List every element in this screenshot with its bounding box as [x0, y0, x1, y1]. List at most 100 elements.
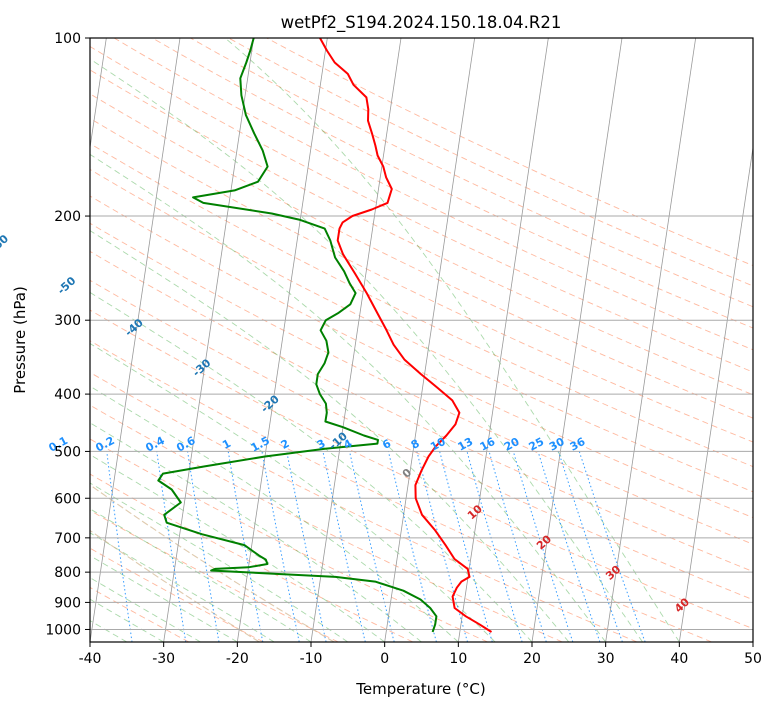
moist-adiabat-line [90, 482, 349, 642]
moist-adiabat-line [90, 385, 459, 642]
y-axis-label: Pressure (hPa) [11, 286, 29, 394]
dry-adiabat-line [90, 509, 339, 642]
x-tick-label: 0 [380, 651, 389, 667]
moist-adiabat-line [90, 342, 496, 642]
isotherm-line [90, 38, 181, 642]
mixing-ratio-label: 20 [502, 435, 522, 454]
y-tick-label: 700 [54, 531, 81, 547]
isotherm-label: -20 [258, 392, 282, 415]
y-tick-label: 1000 [45, 622, 81, 638]
y-tick-label: 400 [54, 387, 81, 403]
dry-adiabat-line [90, 279, 753, 601]
x-axis-ticks: -40 -30 -20 -10 0 10 20 30 40 50 [79, 642, 762, 667]
y-tick-label: 300 [54, 313, 81, 329]
dry-adiabat-line [90, 69, 753, 396]
y-tick-label: 900 [54, 595, 81, 611]
isotherm-line [163, 38, 255, 642]
mixing-ratio-label: 16 [478, 435, 498, 454]
moist-adiabat-line [90, 230, 570, 642]
moist-adiabat-line [90, 598, 164, 642]
dry-adiabat-line [90, 143, 753, 468]
mixing-ratio-label: 10 [428, 435, 448, 454]
moist-adiabat-line [90, 291, 533, 642]
isotherm-label: 30 [603, 563, 623, 583]
isotherm-label: -50 [55, 274, 79, 297]
isotherm-line [752, 639, 753, 642]
mixing-ratio-label: 8 [409, 437, 422, 452]
mixing-ratio-line [578, 451, 646, 642]
moist-adiabat-line [90, 508, 312, 642]
mixing-ratio-line [537, 451, 601, 642]
mixing-ratio-label: 30 [547, 435, 567, 454]
isotherm-line [384, 38, 476, 642]
dry-adiabat-line [90, 222, 753, 545]
moist-adiabat-line [90, 58, 643, 642]
dry-adiabat-line [90, 371, 638, 642]
moist-adiabat-line [90, 555, 238, 642]
y-tick-label: 100 [54, 31, 81, 47]
mixing-ratio-line [286, 451, 327, 642]
isotherm-line [310, 38, 402, 642]
dry-adiabat-line [265, 38, 753, 267]
x-tick-label: 50 [744, 651, 762, 667]
mixing-ratio-label: 1 [220, 437, 233, 452]
reference-curve [90, 484, 335, 642]
series-layer [157, 38, 493, 633]
mixing-ratio-line [387, 451, 437, 642]
isotherm-label: -30 [190, 356, 214, 379]
temperature-line [319, 38, 493, 633]
moist-adiabat-line [90, 153, 607, 642]
dry-adiabat-line [90, 45, 753, 373]
dry-adiabat-line [90, 195, 753, 519]
background-lines [90, 38, 753, 642]
moist-adiabat-line [90, 577, 201, 642]
dry-adiabat-line [90, 340, 712, 642]
y-tick-label: 500 [54, 444, 81, 460]
moist-adiabat-line [90, 454, 385, 642]
chart-title: wetPf2_S194.2024.150.18.04.R21 [281, 13, 562, 33]
isotherm-line [678, 144, 753, 642]
x-tick-label: -10 [300, 651, 323, 667]
y-axis-ticks: 1000 900 800 700 600 500 400 300 200 100 [45, 31, 90, 638]
isotherm-label: 20 [534, 532, 554, 552]
plot-frame [89, 37, 754, 643]
mixing-ratio-line [558, 451, 623, 642]
dry-adiabat-line [90, 250, 753, 573]
x-tick-label: -40 [79, 651, 102, 667]
mixing-ratio-label: 13 [456, 435, 476, 454]
x-tick-label: -30 [152, 651, 175, 667]
mixing-ratio-line [488, 451, 547, 642]
x-tick-label: 10 [449, 651, 467, 667]
isotherm-label: -60 [0, 232, 11, 255]
isotherm-line [531, 38, 623, 642]
mixing-ratio-line [156, 451, 187, 642]
dewpoint-line [157, 38, 438, 633]
isotherm-line [457, 38, 549, 642]
moist-adiabat-line [224, 38, 680, 642]
isotherm-line [90, 38, 107, 151]
dry-adiabat-line [151, 38, 753, 329]
dry-adiabat-line [113, 38, 753, 351]
mixing-ratio-label: 36 [568, 435, 588, 454]
x-tick-label: 30 [597, 651, 615, 667]
mixing-ratio-line [106, 451, 133, 642]
mixing-ratio-line [187, 451, 220, 642]
isotherm-label: -40 [122, 316, 146, 339]
dry-adiabat-line [90, 547, 264, 642]
mixing-ratio-label: 25 [527, 435, 547, 454]
x-tick-label: 20 [523, 651, 541, 667]
moist-adiabat-line [90, 422, 422, 642]
y-tick-label: 600 [54, 491, 81, 507]
mixing-ratio-line [349, 451, 395, 642]
dry-adiabat-line [90, 93, 753, 419]
mixing-ratio-line [512, 451, 574, 642]
mixing-ratio-line [466, 451, 523, 642]
dry-adiabat-line [90, 309, 753, 630]
isotherm-line [236, 38, 328, 642]
dry-adiabat-line [90, 168, 753, 493]
isotherm-label: 10 [465, 502, 485, 522]
dry-adiabat-line [90, 438, 488, 642]
x-tick-label: -20 [226, 651, 249, 667]
